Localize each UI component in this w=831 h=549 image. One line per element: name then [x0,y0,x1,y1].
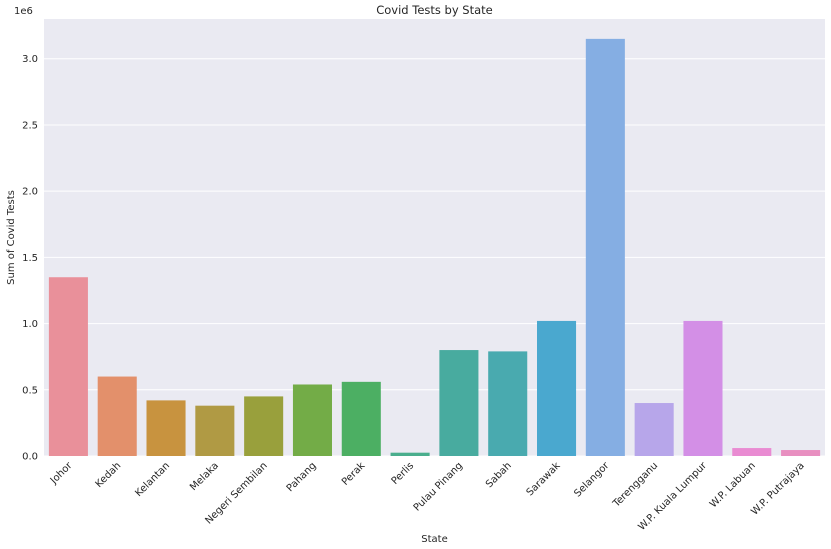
bar-w-p-putrajaya [781,450,821,456]
x-tick-label: Kedah [94,460,124,490]
bar-perak [341,381,381,456]
x-tick-label: Perlis [390,460,417,487]
x-tick-label: Perak [340,460,368,488]
y-axis-label: Sum of Covid Tests [6,190,17,285]
x-tick-label: Pulau Pinang [412,460,465,513]
bar-kedah [97,376,137,456]
y-axis-offset-label: 1e6 [14,6,33,17]
bar-melaka [195,405,235,456]
bars [48,38,821,456]
x-tick-label: Pahang [285,460,319,494]
x-tick-label: Melaka [188,460,221,493]
x-tick-label: Selangor [572,460,612,500]
bar-terengganu [634,403,674,456]
y-tick-label: 3.0 [22,54,38,65]
x-tick-label: W.P. Putrajaya [749,460,806,517]
bar-sarawak [537,320,577,456]
x-tick-label: Terengganu [610,460,660,510]
x-axis-label: State [421,534,447,545]
x-tick-label: Sarawak [525,460,563,498]
y-tick-label: 2.0 [22,187,38,198]
x-tick-label: W.P. Labuan [708,460,758,510]
y-tick-label: 2.5 [22,120,38,131]
x-tick-label: Kelantan [133,460,172,499]
bar-perlis [390,452,430,456]
bar-kelantan [146,400,186,456]
bar-selangor [585,38,625,456]
y-tick-label: 1.0 [22,319,38,330]
bar-pahang [292,384,332,456]
x-tick-label: Sabah [484,460,514,490]
bar-w-p-kuala-lumpur [683,320,723,456]
y-tick-label: 0.5 [22,385,38,396]
x-tick-label: Johor [48,460,75,487]
bar-pulau-pinang [439,350,479,456]
chart-title: Covid Tests by State [376,3,493,17]
bar-johor [48,277,88,456]
y-tick-label: 0.0 [22,452,38,463]
y-tick-label: 1.5 [22,253,38,264]
y-axis-ticks: 0.0 0.5 1.0 1.5 2.0 2.5 3.0 [22,54,38,462]
bar-w-p-labuan [732,448,772,456]
bar-sabah [488,351,528,456]
bar-negeri-sembilan [244,396,284,456]
